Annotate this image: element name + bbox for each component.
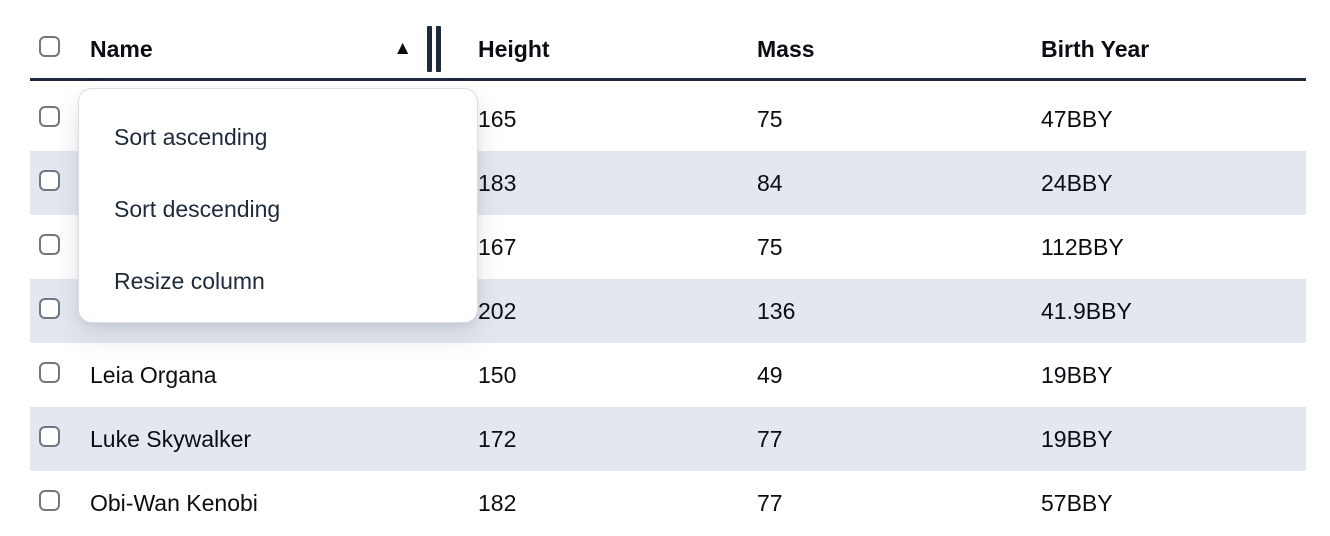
row-checkbox[interactable] (39, 233, 60, 255)
cell-mass: 136 (757, 297, 796, 324)
cell-mass: 75 (757, 105, 783, 132)
cell-birth-year: 19BBY (1041, 361, 1113, 388)
menu-item-sort-descending[interactable]: Sort descending (114, 195, 281, 222)
column-header-name[interactable]: Name ▲ (90, 20, 478, 78)
table-row: Obi-Wan Kenobi 182 77 57BBY (30, 471, 1306, 535)
sort-ascending-icon: ▲ (393, 37, 412, 59)
cell-mass: 84 (757, 169, 783, 196)
cell-height: 167 (478, 233, 517, 260)
cell-height: 172 (478, 425, 517, 452)
row-checkbox[interactable] (39, 361, 60, 383)
cell-height: 202 (478, 297, 517, 324)
table-header-row: Name ▲ Height Mass Birth Year (30, 0, 1306, 81)
cell-birth-year: 47BBY (1041, 105, 1113, 132)
cell-height: 150 (478, 361, 517, 388)
cell-mass: 75 (757, 233, 783, 260)
cell-birth-year: 24BBY (1041, 169, 1113, 196)
column-header-birth-year[interactable]: Birth Year (1041, 35, 1150, 62)
row-checkbox[interactable] (39, 297, 60, 319)
cell-mass: 77 (757, 489, 783, 516)
cell-height: 182 (478, 489, 517, 516)
column-header-name-label: Name (90, 35, 153, 62)
row-checkbox[interactable] (39, 169, 60, 191)
cell-name: Leia Organa (90, 361, 217, 388)
table-row: 167 75 112BBY (30, 215, 1306, 279)
cell-birth-year: 112BBY (1041, 233, 1124, 260)
menu-item-resize-column[interactable]: Resize column (114, 267, 265, 294)
menu-item-sort-ascending[interactable]: Sort ascending (114, 123, 268, 150)
row-checkbox[interactable] (39, 105, 60, 127)
column-context-menu: Sort ascending Sort descending Resize co… (78, 88, 478, 323)
table-row: 165 75 47BBY (30, 87, 1306, 151)
table-row: Luke Skywalker 172 77 19BBY (30, 407, 1306, 471)
column-header-mass[interactable]: Mass (757, 35, 815, 62)
cell-height: 183 (478, 169, 517, 196)
cell-mass: 77 (757, 425, 783, 452)
select-all-checkbox[interactable] (39, 35, 60, 57)
cell-mass: 49 (757, 361, 783, 388)
table-row: Leia Organa 150 49 19BBY (30, 343, 1306, 407)
cell-birth-year: 19BBY (1041, 425, 1113, 452)
cell-name: Luke Skywalker (90, 425, 252, 452)
select-all-cell (30, 35, 90, 63)
column-resize-handle-icon[interactable] (427, 26, 441, 72)
row-checkbox[interactable] (39, 489, 60, 511)
data-table: Name ▲ Height Mass Birth Year 165 75 47B… (30, 0, 1306, 535)
cell-height: 165 (478, 105, 517, 132)
cell-birth-year: 41.9BBY (1041, 297, 1132, 324)
row-checkbox[interactable] (39, 425, 60, 447)
column-header-height[interactable]: Height (478, 35, 550, 62)
cell-name: Obi-Wan Kenobi (90, 489, 258, 516)
cell-birth-year: 57BBY (1041, 489, 1113, 516)
